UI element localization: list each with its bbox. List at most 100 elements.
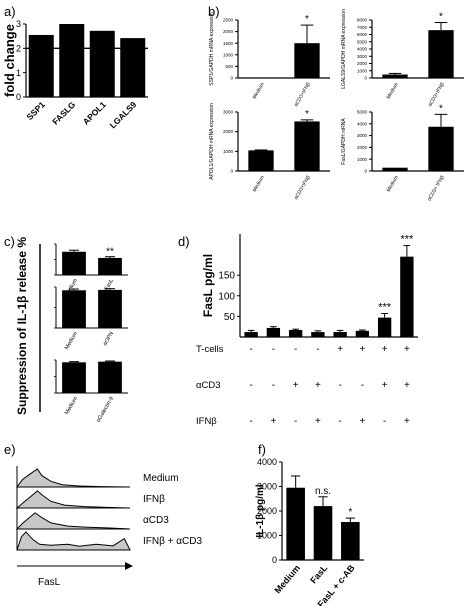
legend-label: αCD3 xyxy=(143,515,169,526)
chart-b3: 0 1000 2000 3000 Medium * αCD3+IFNβ APOL1/GAPDH… xyxy=(209,103,330,201)
bar xyxy=(313,506,333,560)
bar xyxy=(377,317,392,337)
panel-label-a: a) xyxy=(4,4,16,19)
condition-label: T-cells xyxy=(196,344,224,355)
chart-e: Medium IFNβ αCD3 IFNβ + αCD3 FasL xyxy=(15,466,202,588)
chart-c: Medium**αFasL Medium αOPN Medium αGalectin-9… xyxy=(15,237,128,423)
histogram-trace xyxy=(15,490,131,509)
condition-mark: - xyxy=(338,416,341,427)
x-tick-label: αCD3+IFNβ xyxy=(427,82,446,108)
significance-label: * xyxy=(348,507,352,518)
x-axis-label: FasL xyxy=(38,577,61,588)
y-tick-label: 100 xyxy=(218,291,235,302)
condition-mark: + xyxy=(359,344,365,355)
x-tick-label: Medium xyxy=(252,175,266,193)
x-tick-label: Medium xyxy=(64,331,79,351)
bar xyxy=(333,332,347,337)
bar xyxy=(98,361,122,393)
condition-mark: - xyxy=(383,416,386,427)
y-axis-label: IL-1β pg/ml xyxy=(255,484,266,538)
bar xyxy=(382,74,408,78)
y-tick-label: 500 xyxy=(225,64,233,69)
condition-mark: - xyxy=(361,380,364,391)
x-tick-label: αCD3+IFNβ xyxy=(293,82,312,108)
x-tick-label: LGALS9 xyxy=(108,99,139,130)
y-tick-label: 50 xyxy=(224,312,236,323)
condition-mark: + xyxy=(337,344,343,355)
legend-label: Medium xyxy=(143,473,179,484)
x-tick-label: αCD3+IFNβ xyxy=(293,175,312,201)
y-tick-label: 1000 xyxy=(357,157,368,162)
c-subchart-3: Medium αGalectin-9 xyxy=(54,359,128,423)
significance-label: n.s. xyxy=(315,486,331,497)
panel-label-c: c) xyxy=(4,234,15,249)
legend-label: IFNβ + αCD3 xyxy=(143,536,202,547)
y-tick-label: 2000 xyxy=(357,61,368,66)
y-tick-label: 2 xyxy=(16,43,21,53)
y-tick-label: 3 xyxy=(16,19,21,29)
condition-mark: - xyxy=(272,344,275,355)
y-tick-label: 4000 xyxy=(257,457,277,467)
condition-mark: - xyxy=(249,416,252,427)
histogram-trace xyxy=(16,468,131,488)
x-tick-label: APOL1 xyxy=(81,99,108,126)
significance-label: * xyxy=(439,103,443,114)
y-tick-label: 2000 xyxy=(357,145,368,150)
y-tick-label: 5000 xyxy=(357,110,368,115)
bar xyxy=(288,329,303,337)
condition-mark: - xyxy=(316,344,319,355)
y-tick-label: 3000 xyxy=(357,54,368,59)
y-tick-label: 1000 xyxy=(357,68,368,73)
y-tick-label: 0 xyxy=(272,555,277,565)
condition-mark: + xyxy=(315,416,321,427)
bar xyxy=(62,362,86,393)
x-tick-label: Medium xyxy=(386,82,400,100)
y-tick-label: 8000 xyxy=(357,18,368,23)
condition-mark: - xyxy=(294,344,297,355)
y-tick-label: 4000 xyxy=(357,121,368,126)
significance-label: *** xyxy=(378,302,392,314)
y-tick-label: 1000 xyxy=(257,531,277,541)
significance-label: * xyxy=(305,109,309,120)
bar xyxy=(89,30,115,98)
bar xyxy=(355,330,370,337)
x-tick-label: Medium xyxy=(272,563,302,595)
x-tick-label: Medium xyxy=(386,175,400,193)
condition-mark: + xyxy=(315,380,321,391)
y-tick-label: 7000 xyxy=(357,25,368,30)
condition-label: IFNβ xyxy=(196,416,217,427)
x-tick-label: Medium xyxy=(252,82,266,100)
chart-b2: 0 1000 2000 3000 4000 5000 6000 7000 8000 Medium *… xyxy=(341,9,464,108)
bar xyxy=(294,121,320,171)
panel-label-d: d) xyxy=(178,234,190,249)
y-tick-label: 3000 xyxy=(357,133,368,138)
y-tick-label: 1500 xyxy=(223,41,234,46)
condition-mark: - xyxy=(338,380,341,391)
y-tick-label: 0 xyxy=(230,169,233,174)
bar xyxy=(400,256,414,337)
y-tick-label: 2000 xyxy=(257,506,277,516)
condition-mark: + xyxy=(359,416,365,427)
y-tick-label: 6000 xyxy=(357,32,368,37)
significance-label: *** xyxy=(400,234,414,246)
y-axis-label: FasL pg/ml xyxy=(201,254,215,317)
bar xyxy=(120,38,146,97)
condition-mark: + xyxy=(382,344,388,355)
x-tick-label: FasL xyxy=(308,563,329,586)
condition-mark: + xyxy=(382,380,388,391)
significance-label: * xyxy=(305,14,309,25)
x-tick-label: SSP1 xyxy=(24,99,47,122)
y-tick-label: 5000 xyxy=(357,39,368,44)
condition-mark: - xyxy=(294,416,297,427)
y-tick-label: 0 xyxy=(16,92,21,102)
bar xyxy=(62,290,86,328)
bar xyxy=(428,126,454,171)
y-tick-label: 1000 xyxy=(223,52,234,57)
y-tick-label: 1000 xyxy=(223,149,234,154)
condition-mark: + xyxy=(270,416,276,427)
condition-mark: - xyxy=(272,380,275,391)
significance-label: * xyxy=(439,12,443,23)
y-tick-label: 2000 xyxy=(223,29,234,34)
legend-label: IFNβ xyxy=(143,494,165,505)
y-axis-label: fold change xyxy=(2,24,17,97)
